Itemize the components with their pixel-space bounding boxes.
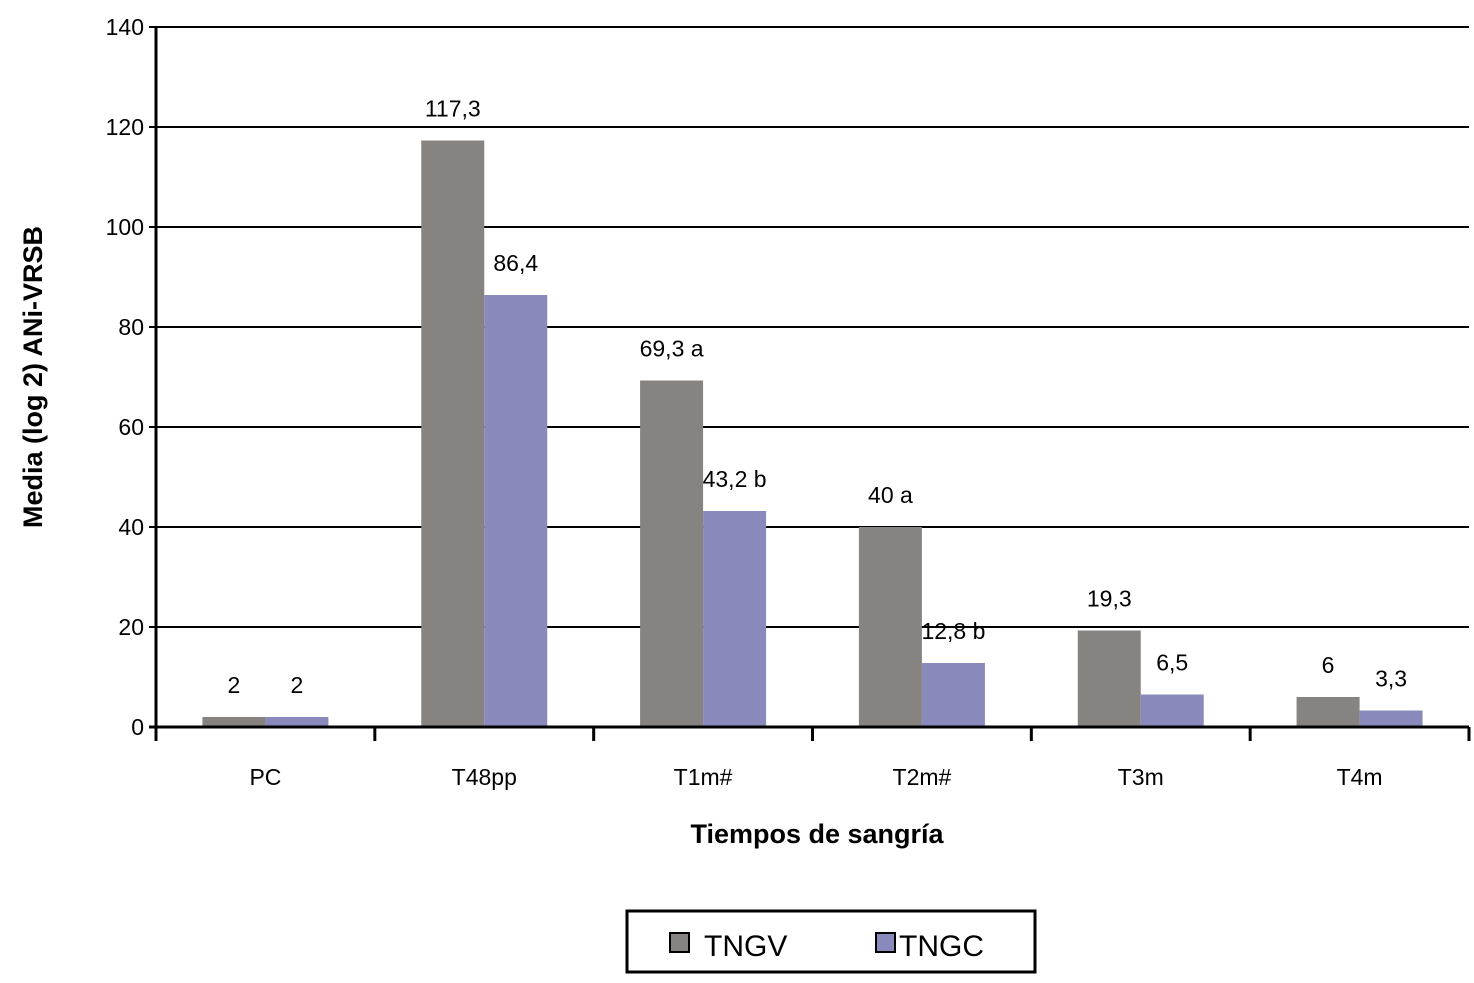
legend-swatch-tngc (875, 932, 896, 953)
data-label: 69,3 a (640, 336, 704, 362)
bar-tngc-T2m# (921, 663, 985, 727)
x-tick-label: PC (249, 764, 281, 790)
x-tick-label: T1m# (674, 764, 733, 790)
gridlines (156, 26, 1469, 628)
bars (202, 140, 1423, 727)
data-labels: 2 2 117,3 86,4 69,3 a 43,2 b 40 a 12,8 b 19,3 6,5… (228, 96, 1408, 699)
bar-tngv-T2m# (858, 527, 922, 727)
legend-label-tngc: TNGC (899, 930, 984, 963)
data-label: 86,4 (493, 250, 538, 276)
y-tick-label: 20 (118, 614, 144, 640)
legend-box (625, 909, 1037, 974)
legend: TNGV TNGC (625, 909, 1037, 974)
bar-tngv-T48pp (421, 140, 485, 727)
bar-tngc-T1m# (703, 511, 767, 727)
y-tick-label: 140 (106, 14, 144, 40)
legend-swatch-tngv (669, 932, 690, 953)
y-tick-label: 60 (118, 414, 144, 440)
bar-tngc-T4m (1359, 710, 1423, 727)
bar-tngc-T3m (1140, 694, 1204, 727)
data-label: 6,5 (1156, 650, 1188, 676)
data-label: 2 (291, 672, 304, 698)
y-tick-label: 80 (118, 314, 144, 340)
y-tick-label: 40 (118, 514, 144, 540)
bar-tngv-PC (202, 717, 266, 727)
data-label: 117,3 (425, 96, 481, 122)
legend-label-tngv: TNGV (704, 930, 787, 963)
x-axis-title: Tiempos de sangría (690, 819, 944, 849)
data-label: 2 (228, 672, 241, 698)
bar-tngv-T4m (1296, 697, 1360, 727)
y-tick-label: 120 (106, 114, 144, 140)
bar-tngv-T1m# (640, 380, 704, 727)
data-label: 12,8 b (921, 618, 985, 644)
x-tick-label: T48pp (452, 764, 517, 790)
bar-tngc-PC (265, 717, 329, 727)
data-label: 19,3 (1087, 586, 1132, 612)
y-tick-label: 100 (106, 214, 144, 240)
y-axis-title: Media (log 2) ANi-VRSB (18, 226, 48, 528)
x-tick-label: T4m (1337, 764, 1383, 790)
bar-tngc-T48pp (484, 295, 548, 727)
bar-tngv-T3m (1077, 630, 1141, 727)
axes: 0 20 40 60 80 100 120 140 PC T48pp T1m# T2m# T3m T4m (106, 14, 1471, 790)
data-label: 40 a (868, 482, 913, 508)
data-label: 3,3 (1375, 666, 1407, 692)
data-label: 6 (1322, 652, 1335, 678)
x-tick-label: T2m# (893, 764, 952, 790)
data-label: 43,2 b (703, 466, 767, 492)
x-tick-label: T3m (1118, 764, 1164, 790)
y-tick-label: 0 (131, 714, 144, 740)
